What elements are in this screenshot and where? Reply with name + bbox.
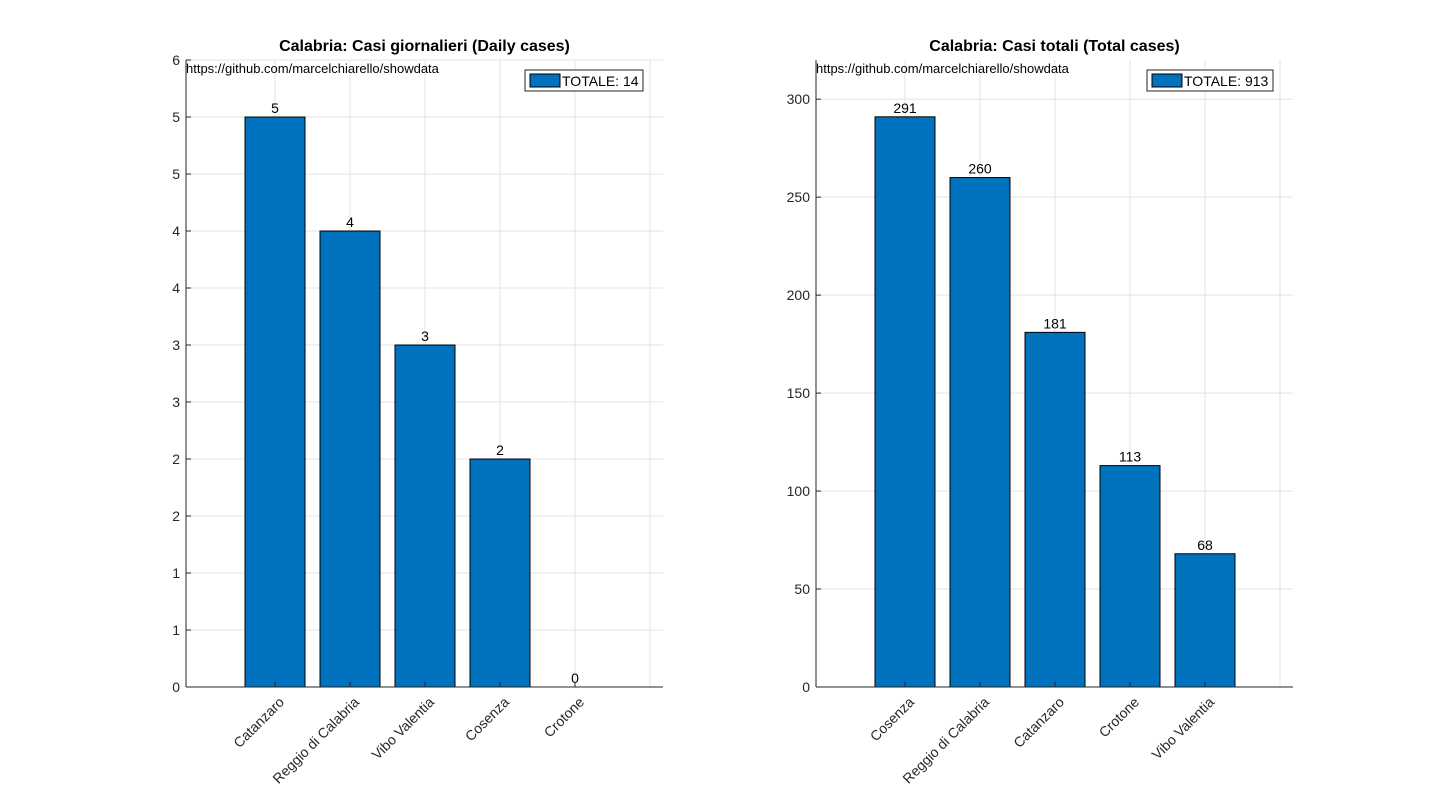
y-tick-label: 300 bbox=[787, 91, 811, 107]
y-tick-label: 0 bbox=[802, 679, 810, 695]
bar bbox=[1099, 465, 1161, 688]
legend-swatch bbox=[1151, 73, 1183, 88]
bar bbox=[469, 458, 531, 688]
y-tick-label: 0 bbox=[172, 679, 180, 695]
y-tick-label: 5 bbox=[172, 166, 180, 182]
legend-label: TOTALE: 913 bbox=[1184, 73, 1269, 89]
y-tick-label: 3 bbox=[172, 337, 180, 353]
y-tick-label: 50 bbox=[794, 581, 810, 597]
y-tick-label: 4 bbox=[172, 223, 180, 239]
source-note: https://github.com/marcelchiarello/showd… bbox=[816, 61, 1070, 76]
bar-layer: 291 260 181 113 68 bbox=[874, 100, 1236, 688]
y-tick-label: 6 bbox=[172, 52, 180, 68]
bar bbox=[874, 116, 936, 688]
data-label: 181 bbox=[1043, 315, 1067, 331]
data-label: 68 bbox=[1197, 537, 1213, 553]
bar bbox=[949, 177, 1011, 688]
chart-title: Calabria: Casi giornalieri (Daily cases) bbox=[279, 38, 570, 55]
chart-title: Calabria: Casi totali (Total cases) bbox=[929, 38, 1179, 55]
y-tick-label: 3 bbox=[172, 394, 180, 410]
y-tick-label: 2 bbox=[172, 451, 180, 467]
y-tick-label: 2 bbox=[172, 508, 180, 524]
legend: TOTALE: 14 bbox=[524, 69, 644, 92]
data-label: 113 bbox=[1119, 449, 1142, 465]
data-label: 4 bbox=[346, 214, 354, 230]
bar bbox=[394, 344, 456, 688]
y-tick-label: 4 bbox=[172, 280, 180, 296]
y-tick-label: 100 bbox=[787, 483, 811, 499]
data-label: 0 bbox=[571, 670, 579, 686]
y-tick-label: 250 bbox=[787, 189, 811, 205]
bar bbox=[1174, 553, 1236, 688]
y-tick-label: 5 bbox=[172, 109, 180, 125]
data-label: 260 bbox=[968, 161, 992, 177]
source-note: https://github.com/marcelchiarello/showd… bbox=[186, 61, 440, 76]
data-label: 2 bbox=[496, 442, 504, 458]
bar bbox=[1024, 331, 1086, 688]
bar-layer: 5 4 3 2 0 bbox=[244, 100, 579, 688]
y-tick-label: 150 bbox=[787, 385, 811, 401]
y-tick-label: 1 bbox=[172, 622, 180, 638]
legend-swatch bbox=[529, 73, 561, 88]
legend-label: TOTALE: 14 bbox=[562, 73, 639, 89]
data-label: 3 bbox=[421, 328, 429, 344]
legend: TOTALE: 913 bbox=[1146, 69, 1274, 92]
y-tick-label: 1 bbox=[172, 565, 180, 581]
bar bbox=[319, 230, 381, 688]
bar bbox=[244, 116, 306, 688]
data-label: 5 bbox=[271, 100, 279, 116]
y-tick-label: 200 bbox=[787, 287, 811, 303]
data-label: 291 bbox=[893, 100, 917, 116]
